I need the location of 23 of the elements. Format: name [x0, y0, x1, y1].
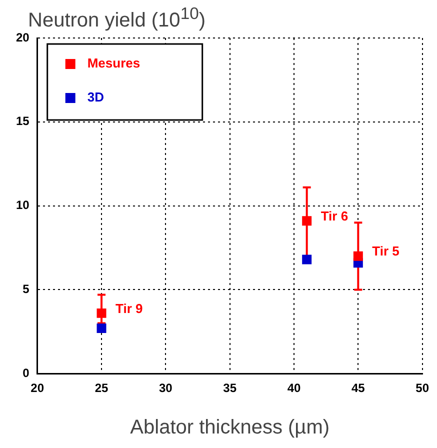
point: [96, 324, 106, 334]
x-tick-label: 40: [287, 381, 301, 396]
annotation: Tir 6: [320, 208, 348, 224]
y-tick-label: 15: [16, 114, 30, 128]
x-tick-label: 35: [223, 381, 237, 396]
y-tick-label: 20: [16, 30, 30, 44]
annotation: Tir 9: [116, 300, 143, 316]
x-tick-label: 50: [416, 381, 430, 396]
annotation: Tir 5: [372, 244, 400, 259]
point: [302, 254, 312, 264]
x-axis-title: Ablator thickness (µm): [130, 416, 330, 439]
y-tick-label: 10: [16, 198, 30, 212]
point: [302, 216, 312, 226]
legend-label: Mesures: [87, 56, 140, 71]
x-tick-label: 25: [94, 381, 109, 396]
legend-label: 3D: [87, 90, 104, 105]
x-tick-label: 30: [158, 381, 173, 396]
point: [353, 251, 363, 261]
y-tick-label: 5: [22, 282, 30, 296]
y-tick-label: 0: [22, 366, 30, 380]
point: [96, 308, 106, 318]
x-tick-label: 45: [351, 381, 366, 396]
y-axis-title: Neutron yield (10$^{10}$): [28, 4, 206, 33]
